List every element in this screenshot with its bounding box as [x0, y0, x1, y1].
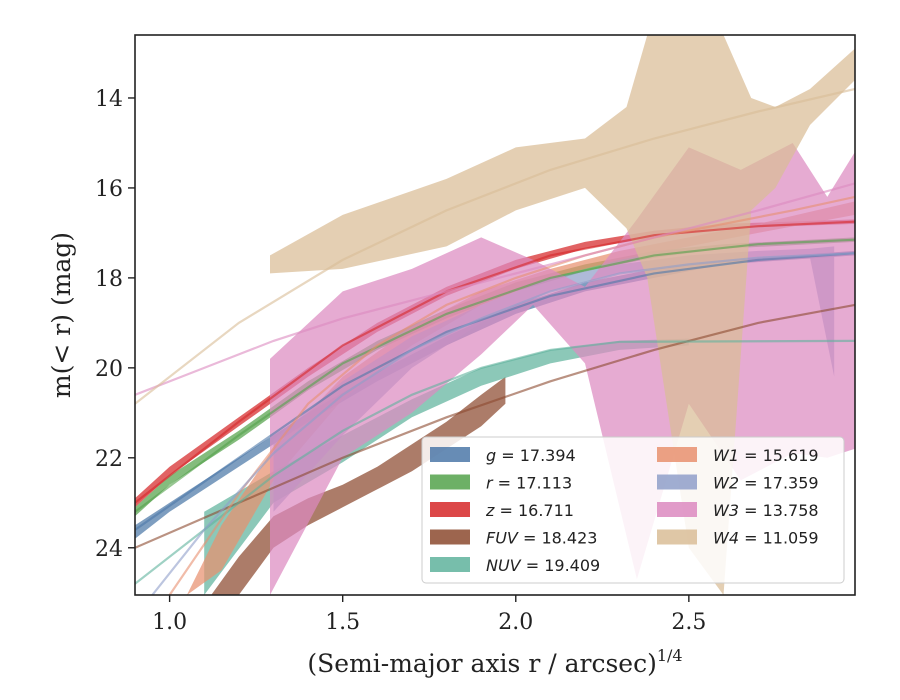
legend-entry-fuv: FUV = 18.423	[486, 529, 597, 548]
legend-entry-g: g = 17.394	[486, 446, 576, 465]
legend-entry-r: r = 17.113	[486, 474, 572, 493]
model-curve-w3	[135, 182, 855, 396]
y-axis-label: m(< r) (mag)	[47, 232, 76, 398]
legend-entry-nuv: NUV = 19.409	[486, 556, 600, 575]
legend-entry-w3: W3 = 13.758	[713, 501, 819, 520]
model-curve-g	[135, 252, 855, 531]
model-curve-w2	[151, 252, 855, 595]
y-tick-label: 14	[95, 87, 123, 112]
legend: g = 17.394 r = 17.113 z = 16.711 FUV = 18.4…	[421, 436, 845, 584]
y-tick-label: 18	[95, 267, 123, 292]
legend-swatch-z	[430, 502, 470, 517]
x-axis-ticks: 1.0 1.5 2.0 2.5	[152, 595, 706, 635]
legend-swatch-w3	[657, 502, 697, 517]
model-curves	[135, 87, 855, 595]
y-tick-label: 22	[95, 447, 123, 472]
legend-frame	[421, 436, 845, 584]
y-tick-label: 16	[95, 177, 123, 202]
y-tick-label: 24	[95, 537, 123, 562]
y-axis-ticks: 14 16 18 20 22 24	[95, 87, 135, 562]
legend-swatch-r	[430, 474, 470, 490]
legend-swatch-w4	[657, 529, 697, 545]
legend-swatch-nuv	[430, 557, 470, 572]
x-tick-label: 1.5	[325, 610, 360, 635]
model-curve-fuv	[135, 303, 855, 549]
model-curve-z	[135, 220, 855, 504]
x-tick-label: 2.0	[498, 610, 533, 635]
legend-swatch-w1	[657, 447, 697, 462]
x-tick-label: 1.0	[152, 610, 187, 635]
legend-swatch-g	[430, 447, 470, 462]
x-tick-label: 2.5	[671, 610, 706, 635]
x-axis-label: (Semi-major axis r / arcsec)1/4	[307, 646, 682, 678]
legend-swatch-w2	[657, 474, 697, 490]
legend-entry-w1: W1 = 15.619	[713, 446, 819, 465]
legend-swatch-fuv	[430, 529, 470, 545]
y-tick-label: 20	[95, 357, 123, 382]
model-curve-w1	[168, 195, 855, 595]
legend-entry-w2: W2 = 17.359	[713, 474, 819, 493]
model-curve-r	[135, 238, 855, 513]
legend-entry-w4: W4 = 11.059	[713, 529, 819, 548]
plot-frame	[134, 34, 856, 596]
legend-entry-z: z = 16.711	[485, 501, 574, 520]
model-curve-w4	[135, 87, 855, 405]
